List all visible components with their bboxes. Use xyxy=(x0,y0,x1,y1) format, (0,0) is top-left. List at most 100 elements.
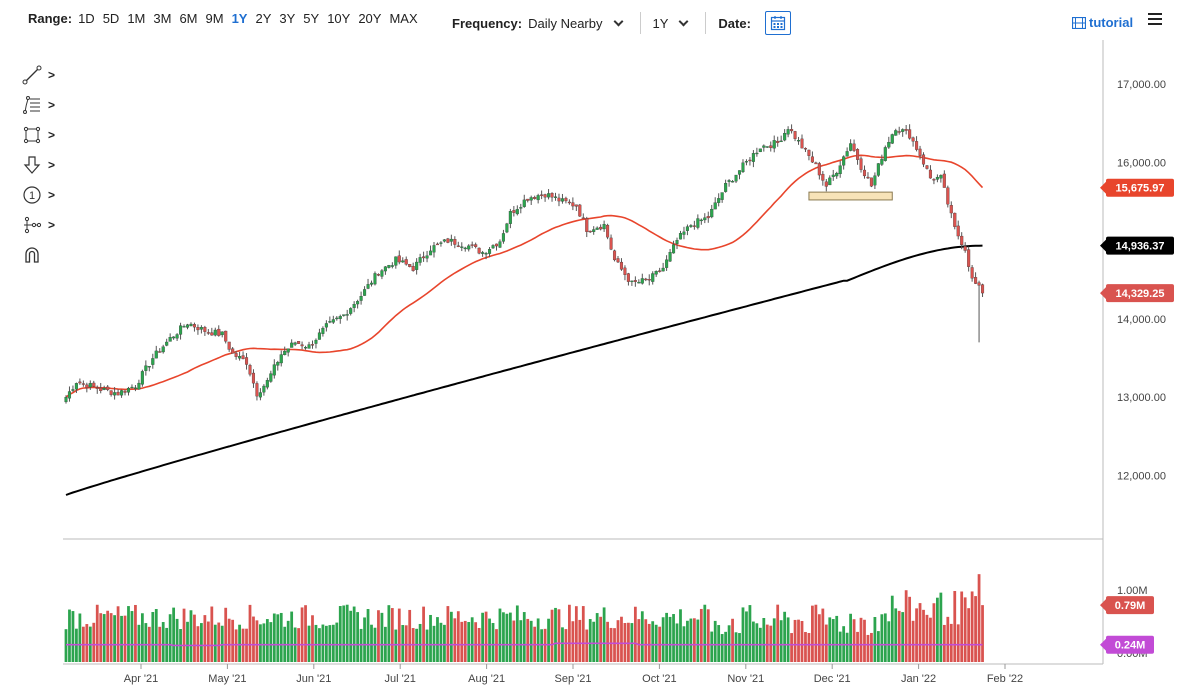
candle-body xyxy=(769,145,773,148)
date-picker-button[interactable] xyxy=(764,11,791,35)
date-label: Date: xyxy=(718,15,751,31)
tool-magnet[interactable] xyxy=(22,240,58,270)
volume-bar xyxy=(692,618,696,662)
candle-body xyxy=(897,131,901,133)
volume-bar xyxy=(835,615,839,662)
volume-bar xyxy=(967,608,971,662)
candle-body xyxy=(293,342,297,345)
candle-body xyxy=(602,224,606,230)
volume-bar xyxy=(345,604,349,662)
candle-body xyxy=(481,252,485,254)
rectangle-icon xyxy=(23,126,41,144)
candle-body xyxy=(213,329,217,336)
volume-bar xyxy=(387,605,391,662)
candle-body xyxy=(876,163,880,176)
candle-body xyxy=(446,238,450,243)
range-button-1m[interactable]: 1M xyxy=(127,11,146,26)
candle-body xyxy=(488,249,492,254)
candle-body xyxy=(612,250,617,261)
tutorial-label: tutorial xyxy=(1089,15,1134,30)
volume-bar xyxy=(963,597,967,662)
candle-body xyxy=(120,390,124,396)
hamburger-menu-icon[interactable] xyxy=(1148,13,1162,28)
frequency-value: Daily Nearby xyxy=(528,15,603,31)
moving-average-short-badge xyxy=(1106,178,1174,197)
volume-bar xyxy=(949,623,953,662)
volume-bar xyxy=(824,624,828,662)
tool-arrow[interactable]: > xyxy=(22,150,58,180)
tool-fib[interactable]: > xyxy=(22,90,58,120)
volume-bar xyxy=(852,619,856,662)
volume-bar xyxy=(106,610,110,662)
x-tick-label: Feb '22 xyxy=(987,673,1023,685)
tutorial-link[interactable]: tutorial xyxy=(1072,15,1133,30)
tool-rectangle[interactable]: > xyxy=(22,120,58,150)
candle-body xyxy=(279,354,283,364)
range-button-20y[interactable]: 20Y xyxy=(358,11,382,26)
candle-body xyxy=(755,152,759,155)
volume-bar xyxy=(436,617,439,662)
candle-body xyxy=(585,218,589,232)
calendar-icon xyxy=(770,16,786,31)
volume-bar xyxy=(116,606,120,662)
volume-bar xyxy=(488,618,491,662)
tool-line[interactable]: > xyxy=(22,60,58,90)
period-dropdown[interactable]: 1Y xyxy=(653,16,694,31)
volume-bar xyxy=(845,632,849,662)
volume-bar xyxy=(679,609,682,662)
volume-bar xyxy=(522,612,526,662)
tool-marker[interactable]: 1 > xyxy=(22,180,58,210)
volume-bar xyxy=(425,629,429,662)
range-button-3m[interactable]: 3M xyxy=(153,11,172,26)
candle-body xyxy=(578,204,582,217)
candle-body xyxy=(967,249,971,267)
candle-body xyxy=(99,387,103,391)
range-button-3y[interactable]: 3Y xyxy=(279,11,296,26)
frequency-dropdown[interactable]: Daily Nearby xyxy=(528,16,627,31)
candle-body xyxy=(828,177,832,186)
candle-body xyxy=(126,387,131,393)
volume-bar xyxy=(866,634,870,662)
candle-body xyxy=(380,270,384,277)
volume-bar xyxy=(460,621,464,662)
volume-bar xyxy=(672,614,675,662)
moving-average-long-badge xyxy=(1106,236,1174,255)
candle-body xyxy=(658,270,662,272)
candle-body xyxy=(335,317,339,320)
volume-bar xyxy=(203,615,207,662)
range-button-9m[interactable]: 9M xyxy=(205,11,224,26)
volume-bar xyxy=(189,610,193,662)
support-zone-rectangle[interactable] xyxy=(808,191,893,201)
candle-body xyxy=(942,173,946,188)
range-button-10y[interactable]: 10Y xyxy=(327,11,351,26)
tool-measure[interactable]: > xyxy=(22,210,58,240)
candle-body xyxy=(78,381,82,384)
candle-body xyxy=(349,308,353,314)
candle-body xyxy=(564,197,568,202)
candle-body xyxy=(241,355,245,360)
range-button-1y[interactable]: 1Y xyxy=(231,11,248,26)
candle-body xyxy=(592,229,596,232)
range-button-5d[interactable]: 5D xyxy=(102,11,120,26)
candle-body xyxy=(251,372,256,384)
range-button-1d[interactable]: 1D xyxy=(78,11,95,26)
candle-body xyxy=(553,196,558,198)
candle-body xyxy=(192,324,196,328)
volume-bar xyxy=(588,619,592,662)
candle-body xyxy=(734,174,738,182)
volume-bar xyxy=(140,613,144,662)
range-button-max[interactable]: MAX xyxy=(389,11,418,26)
candle-body xyxy=(647,279,651,281)
range-button-2y[interactable]: 2Y xyxy=(255,11,272,26)
candle-body xyxy=(244,357,249,365)
candle-body xyxy=(748,159,752,162)
candle-body xyxy=(623,267,627,275)
x-tick-label: Sep '21 xyxy=(555,673,592,685)
range-button-6m[interactable]: 6M xyxy=(179,11,198,26)
candle-body xyxy=(838,165,842,175)
range-button-5y[interactable]: 5Y xyxy=(303,11,320,26)
drawing-tools: > > > > 1 > > xyxy=(22,60,58,270)
candle-body xyxy=(175,334,179,339)
volume-bar xyxy=(484,611,488,662)
